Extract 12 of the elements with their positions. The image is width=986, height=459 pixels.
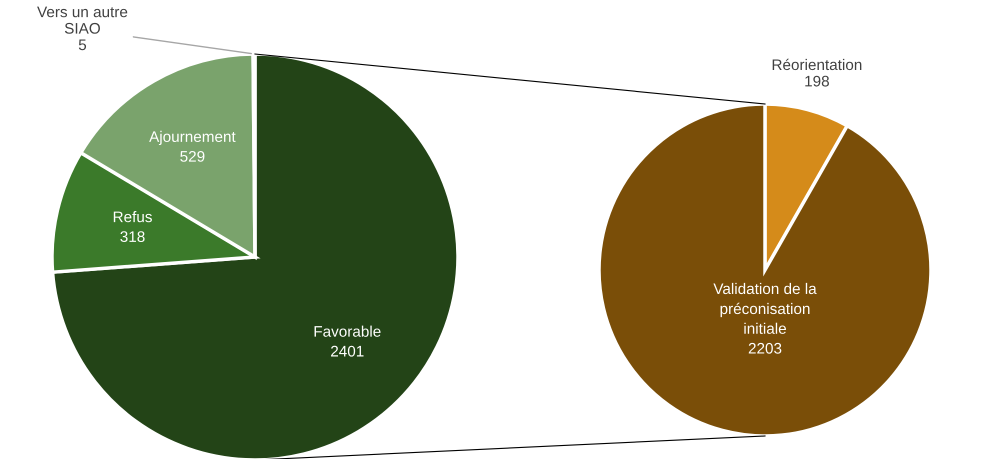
slice-label: Réorientation [772, 58, 862, 70]
data-label: 529 [180, 150, 204, 162]
slice-label: Favorable [314, 326, 381, 337]
data-label: 2401 [331, 346, 364, 357]
data-label: 198 [805, 76, 829, 87]
data-label: 318 [120, 231, 145, 242]
slice-label: Ajournement [149, 130, 236, 146]
slice-label: Vers un autre SIAO [37, 6, 128, 34]
slice-label: Refus [114, 211, 152, 222]
slice-label: Validation de la préconisation initiale [713, 282, 817, 334]
data-label: 5 [78, 40, 86, 50]
data-label: 2203 [748, 342, 782, 354]
